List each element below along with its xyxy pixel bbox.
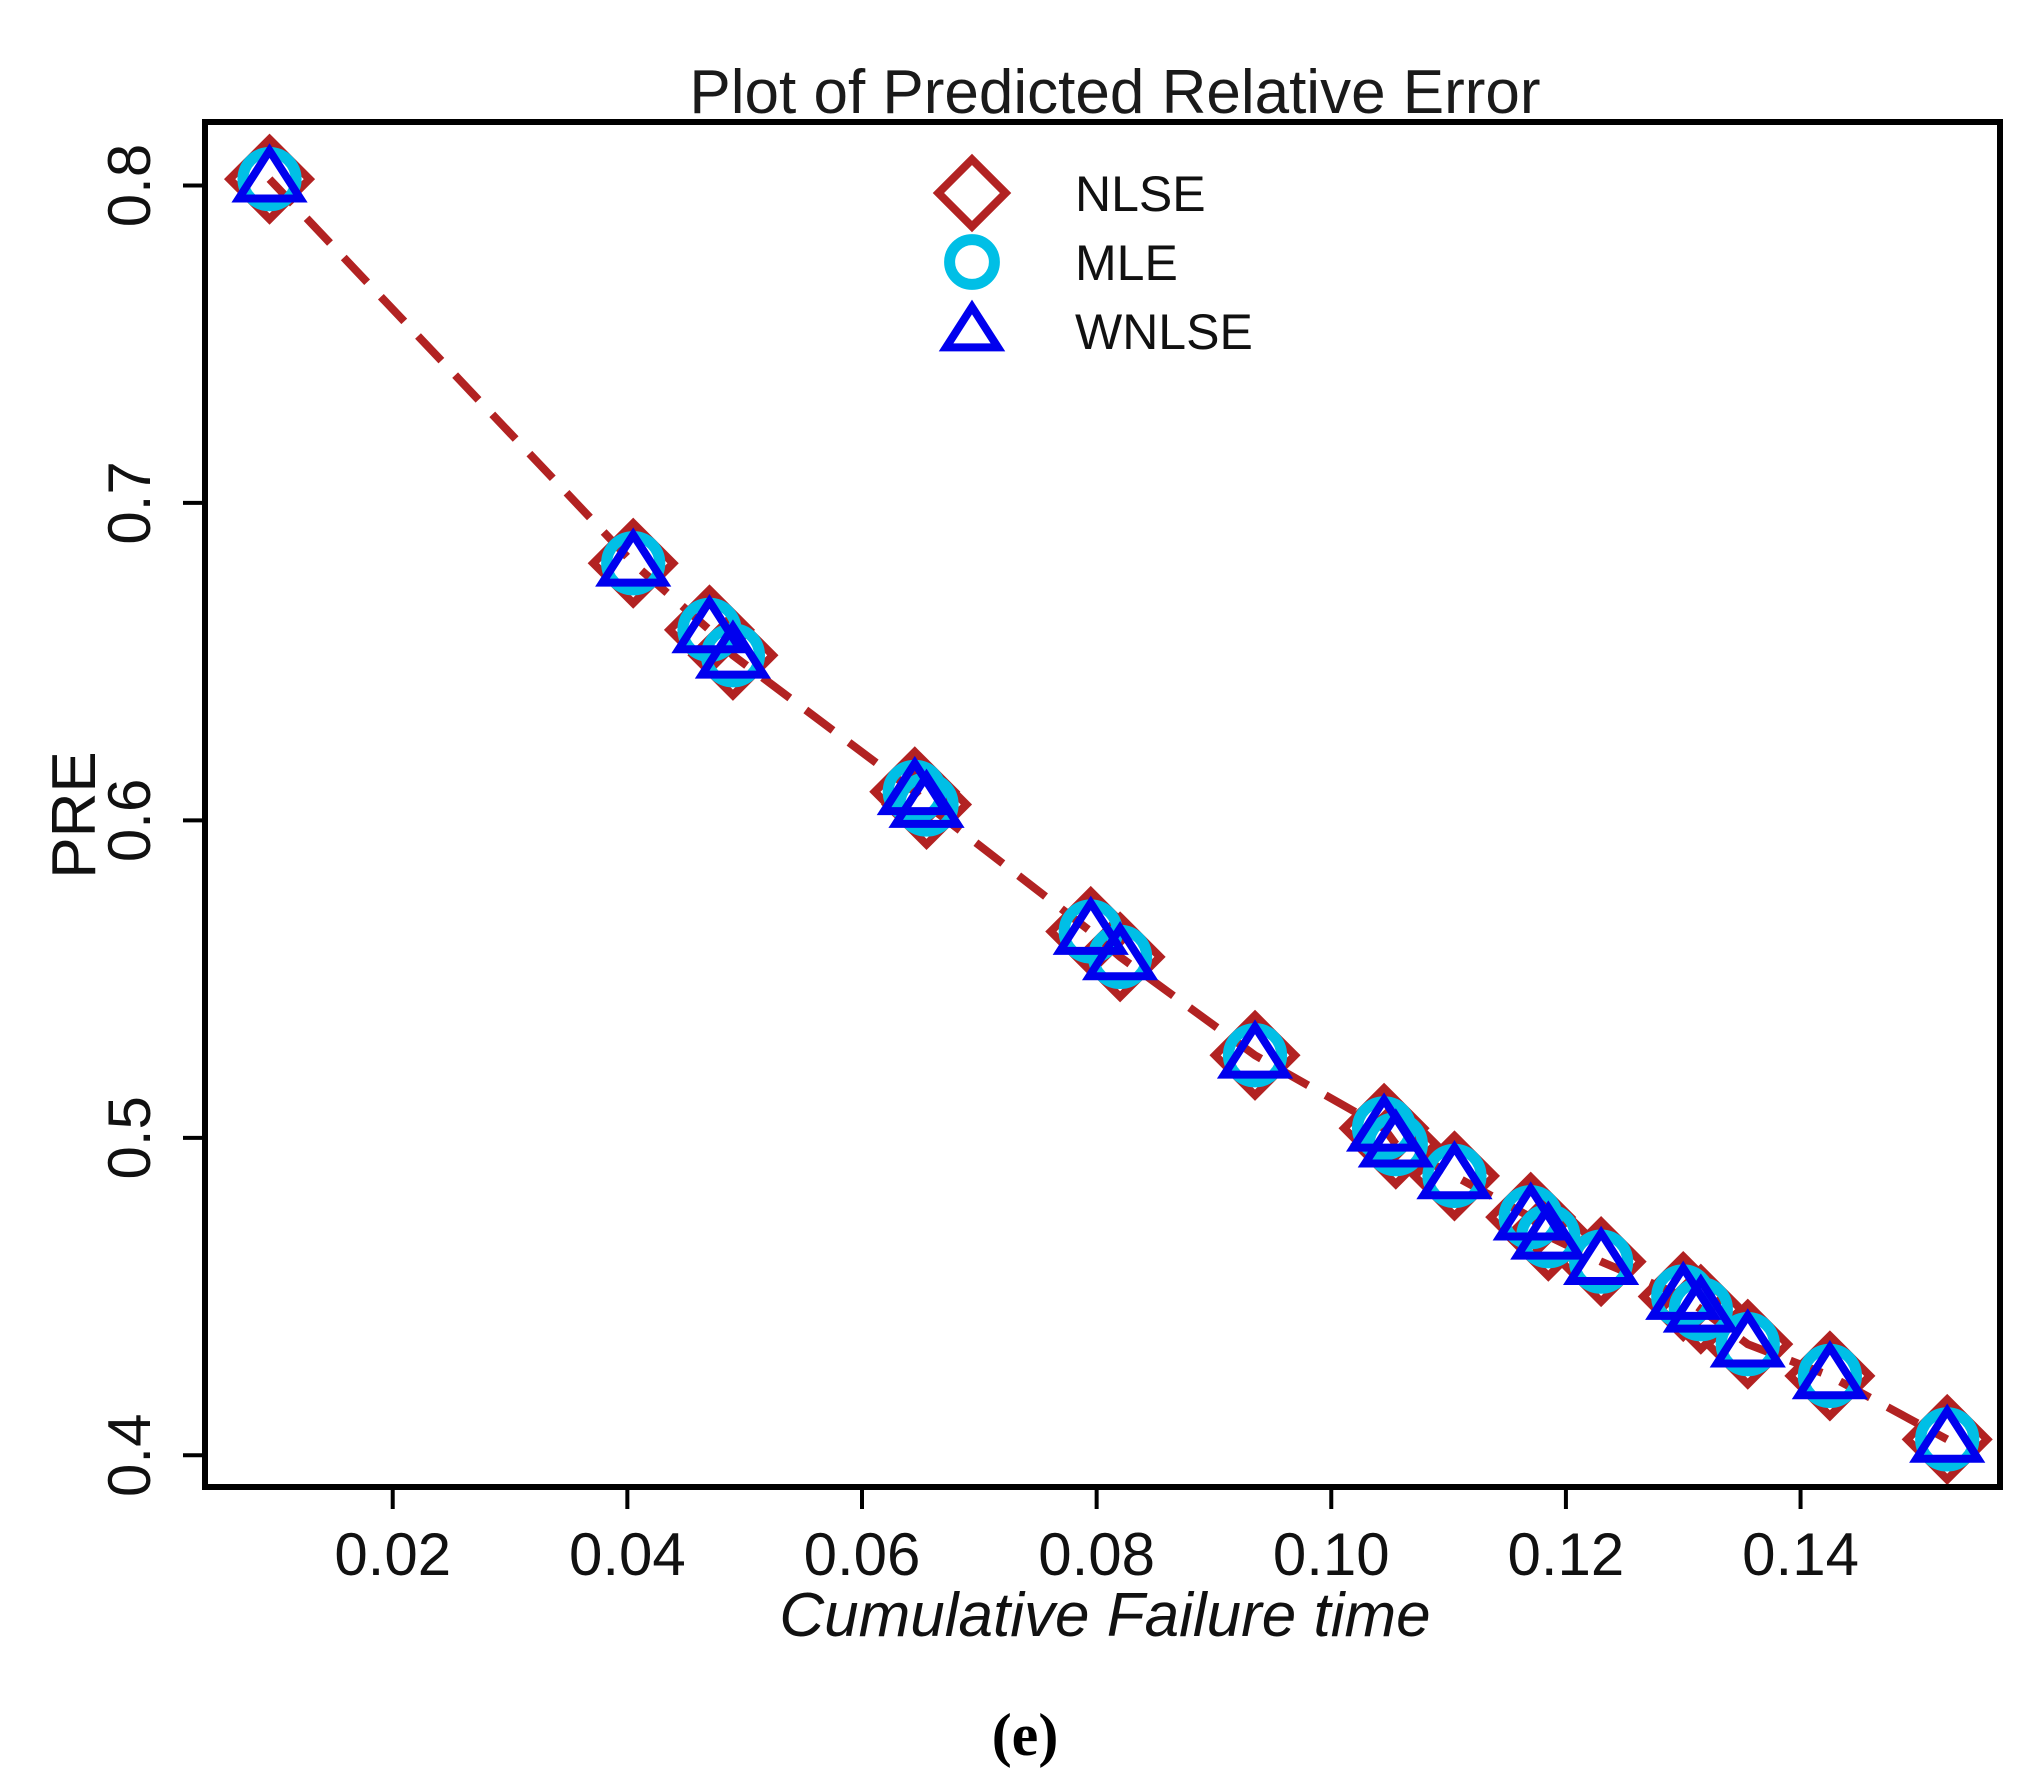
point-wnlse-13: [1510, 1200, 1587, 1260]
legend-marker-mle: [944, 234, 1000, 290]
point-wnlse-6: [1052, 895, 1129, 955]
x-axis: 0.02 0.04 0.06 0.08 0.10 0.12 0.14: [334, 1487, 1859, 1588]
x-tick-label: 0.12: [1508, 1521, 1625, 1588]
legend-marker-wnlse: [938, 299, 1006, 352]
point-wnlse-2: [671, 594, 748, 654]
x-tick-label: 0.08: [1038, 1521, 1155, 1588]
x-axis-label: Cumulative Failure time: [779, 1581, 1430, 1650]
point-wnlse-16: [1662, 1273, 1739, 1333]
point-wnlse-14: [1563, 1225, 1640, 1285]
point-wnlse-18: [1791, 1339, 1868, 1400]
point-wnlse-3: [694, 619, 772, 679]
point-wnlse-10: [1357, 1108, 1434, 1168]
point-wnlse-8: [1216, 1019, 1294, 1079]
point-wnlse-7: [1081, 920, 1159, 981]
panel-label: (e): [992, 1702, 1059, 1768]
y-axis-label: PRE: [40, 751, 109, 878]
point-wnlse-11: [1416, 1140, 1493, 1200]
point-wnlse-5: [888, 768, 965, 828]
series-wnlse: [231, 143, 1986, 1463]
legend-label-nlse: NLSE: [1075, 166, 1206, 222]
legend-label-wnlse: WNLSE: [1075, 304, 1253, 360]
x-tick-label: 0.06: [804, 1521, 921, 1588]
x-tick-label: 0.14: [1742, 1521, 1859, 1588]
legend-marker-nlse: [932, 153, 1012, 233]
point-wnlse-1: [595, 527, 672, 587]
y-tick-label: 0.8: [96, 144, 163, 227]
x-tick-label: 0.10: [1273, 1521, 1390, 1588]
legend-label-mle: MLE: [1075, 235, 1178, 291]
y-tick-label: 0.7: [96, 461, 163, 544]
legend: NLSE MLE WNLSE: [932, 153, 1253, 360]
point-wnlse-17: [1709, 1308, 1786, 1368]
point-wnlse-15: [1645, 1260, 1722, 1320]
chart-title: Plot of Predicted Relative Error: [689, 58, 1540, 127]
y-tick-label: 0.4: [96, 1414, 163, 1497]
fit-line: [266, 176, 1950, 1443]
fit-line-layer: [266, 176, 1950, 1443]
point-wnlse-19: [1909, 1403, 1986, 1463]
plot-frame: [202, 119, 2003, 1490]
y-tick-label: 0.5: [96, 1096, 163, 1179]
x-tick-label: 0.02: [334, 1521, 451, 1588]
y-axis: 0.4 0.5 0.6 0.7 0.8: [96, 144, 205, 1497]
x-tick-label: 0.04: [569, 1521, 686, 1588]
y-tick-label: 0.6: [96, 779, 163, 862]
point-wnlse-0: [231, 143, 308, 203]
points-layer: [223, 133, 1993, 1485]
